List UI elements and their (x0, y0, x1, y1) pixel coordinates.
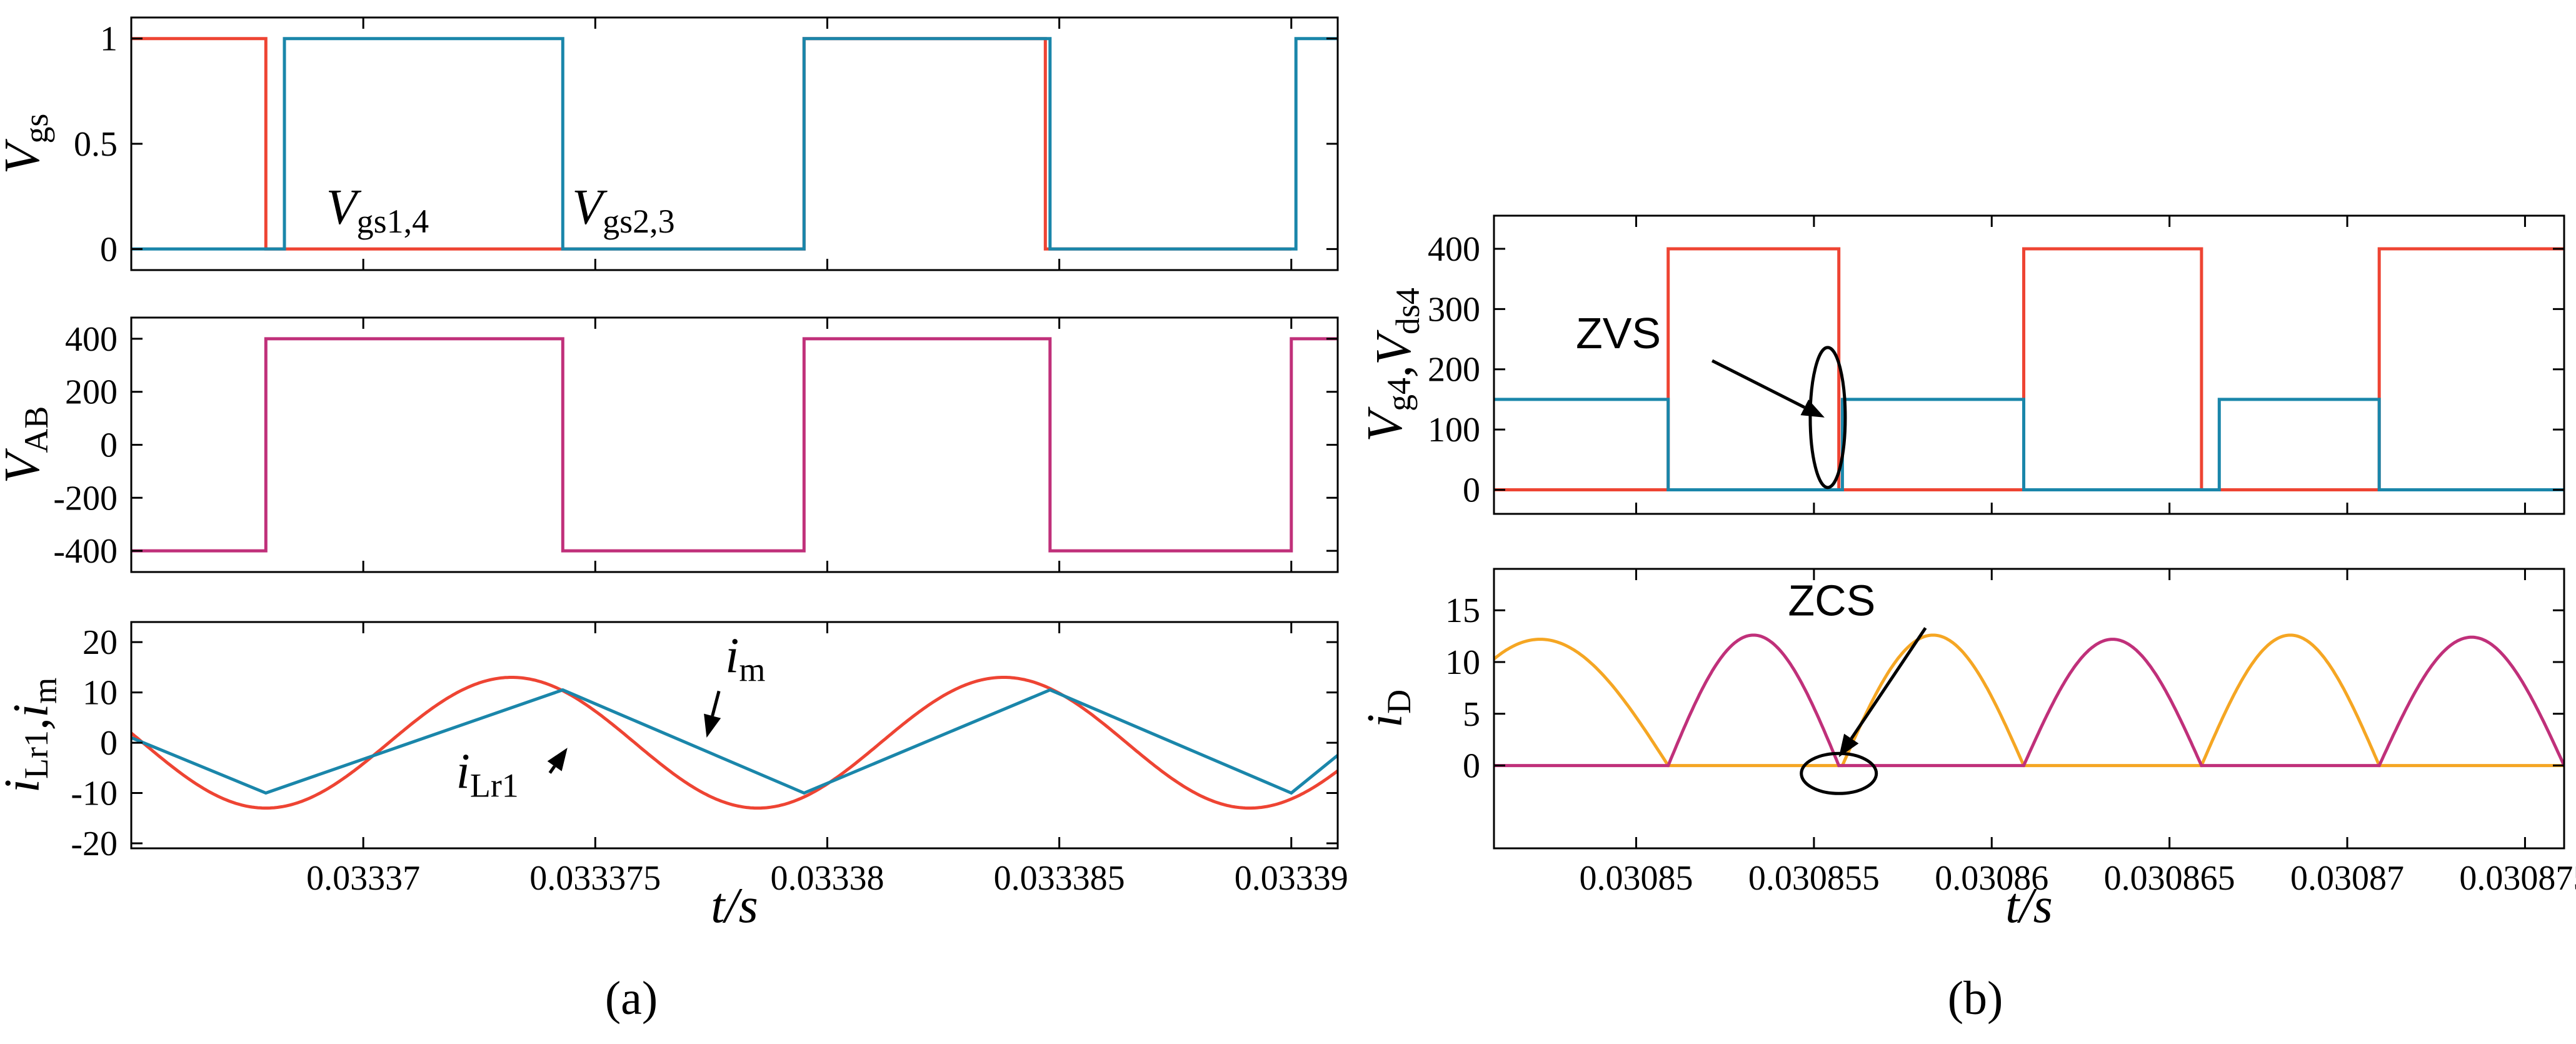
x-tick-label: 0.03087 (2290, 859, 2404, 898)
annotation-arrowhead (1800, 399, 1825, 418)
x-tick-label: 0.03337 (306, 859, 420, 898)
annotation-ellipse (1808, 346, 1847, 489)
y-tick-label: 0 (100, 724, 118, 763)
x-tick-label: 0.03339 (1235, 859, 1348, 898)
annotation-arrow (1711, 359, 1805, 409)
chart-b2: 0 5 10 15 0.03085 0.030855 0.03086 0.030865 0.03… (1358, 568, 2576, 898)
y-tick-label: 0 (1463, 471, 1480, 509)
y-tick-label: 200 (1428, 351, 1480, 389)
annotation-label-m: im (725, 628, 765, 688)
y-axis-label-text: iLr1,im (0, 678, 64, 793)
series-line-VAB (131, 337, 1338, 553)
y-tick-label: -10 (71, 775, 118, 813)
y-tick-label: 200 (65, 373, 118, 412)
series-line-iLr1 (131, 676, 1338, 810)
annotation-arrowhead (704, 713, 721, 738)
y-tick-label: 0.5 (74, 125, 118, 164)
chart-a3: -20 -10 0 10 20 0.03337 0.033375 0.03338 0.03338… (0, 621, 1348, 898)
annotation-label-gs14: Vgs1,4 (326, 180, 429, 240)
series-line-iD_a (1494, 633, 2564, 768)
x-tick-label: 0.030875 (2459, 859, 2576, 898)
y-axis-label: Vgs (0, 114, 55, 174)
panel-label-a: (a) (605, 972, 658, 1025)
series-line-im (131, 688, 1338, 795)
series-line-Vds4 (1494, 247, 2564, 491)
annotation-arrow (548, 765, 556, 774)
chart-a2: -400 -200 0 200 400 VAB (0, 316, 1339, 573)
x-tick-label: 0.03085 (1580, 859, 1693, 898)
plot-frame (1493, 568, 2565, 850)
y-axis-label: Vg4,Vds4 (1358, 288, 1426, 442)
series-line-Vg4 (1494, 398, 2564, 491)
plot-frame (130, 16, 1339, 271)
annotation-zvs: ZVS (1576, 309, 1661, 358)
annotation-ellipse (1800, 751, 1878, 795)
y-axis-label-text: Vg4,Vds4 (1358, 288, 1426, 442)
y-axis-label: VAB (0, 406, 55, 484)
plot-frame (130, 316, 1339, 573)
plot-frame (130, 621, 1339, 850)
series-line-iD_b (1494, 633, 2564, 768)
annotation-arrowhead (1838, 733, 1859, 758)
panel-label-b: (b) (1948, 972, 2003, 1025)
annotation-arrow (1850, 627, 1927, 740)
x-tick-label: 0.03086 (1935, 859, 2048, 898)
plot-frame (1493, 214, 2565, 515)
y-tick-label: 100 (1428, 411, 1480, 449)
annotation-zcs: ZCS (1788, 576, 1875, 625)
series-line-Vgs1,4 (131, 37, 1291, 251)
y-tick-label: 400 (1428, 230, 1480, 269)
annotation-arrow (711, 690, 721, 716)
y-tick-label: 0 (100, 426, 118, 465)
y-tick-label: 1 (100, 20, 118, 59)
y-tick-label: 300 (1428, 290, 1480, 329)
annotation-label-gs23: Vgs2,3 (572, 180, 674, 240)
x-tick-label: 0.030865 (2104, 859, 2235, 898)
y-axis-label-text: VAB (0, 406, 55, 484)
series-line-Vgs2,3 (131, 37, 1338, 251)
y-tick-label: -20 (71, 825, 118, 863)
y-axis-label: iD (1358, 690, 1418, 728)
x-tick-label: 0.033375 (529, 859, 661, 898)
y-tick-label: 400 (65, 320, 118, 359)
y-tick-label: 0 (100, 230, 118, 269)
annotation-arrowhead (547, 748, 568, 771)
y-tick-label: 0 (1463, 747, 1480, 786)
annotation-label-Lr1: iLr1 (456, 744, 519, 804)
y-axis-label-text: Vgs (0, 114, 55, 174)
x-axis-label: t/s (711, 878, 758, 933)
y-axis-label-text: iD (1358, 690, 1418, 728)
y-tick-label: -200 (53, 479, 118, 518)
y-tick-label: 15 (1445, 591, 1480, 630)
chart-a1: 0 0.5 1 Vgs Vgs1,4 Vgs2,3 (0, 16, 1339, 271)
y-tick-label: 10 (1445, 643, 1480, 682)
y-tick-label: 20 (83, 623, 118, 662)
y-axis-label: iLr1,im (0, 678, 64, 793)
y-tick-label: 5 (1463, 695, 1480, 734)
x-tick-label: 0.033385 (994, 859, 1125, 898)
x-tick-label: 0.030855 (1748, 859, 1880, 898)
x-axis-label: t/s (2005, 878, 2053, 933)
y-tick-label: -400 (53, 532, 118, 571)
y-tick-label: 10 (83, 674, 118, 713)
x-tick-label: 0.03338 (770, 859, 884, 898)
